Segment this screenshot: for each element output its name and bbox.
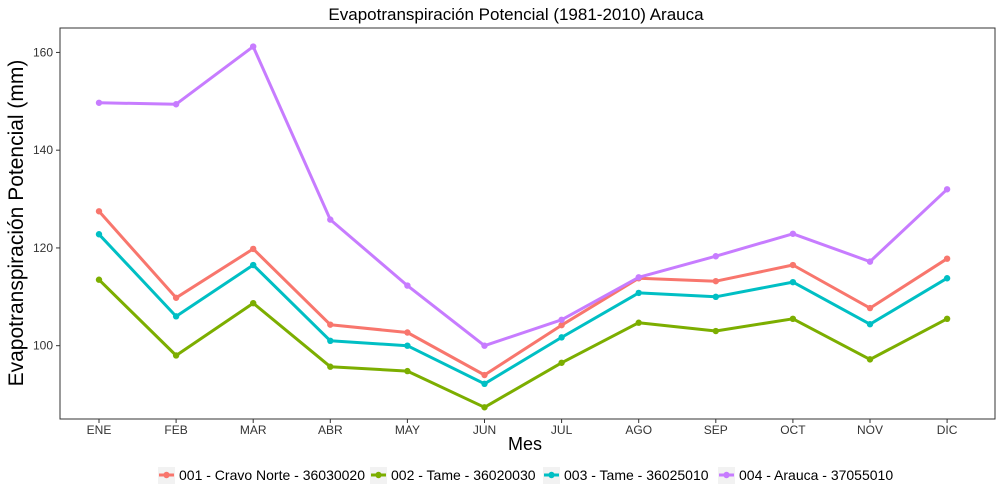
legend-label: 002 - Tame - 36020030 xyxy=(391,467,536,483)
x-tick-label: MAY xyxy=(395,423,420,437)
legend-key-point xyxy=(163,471,170,479)
x-tick-label: DIC xyxy=(937,423,958,437)
data-point xyxy=(404,367,411,375)
series-line xyxy=(97,278,949,409)
data-point xyxy=(789,261,797,269)
series-3 xyxy=(95,231,951,388)
x-axis: ENE FEB MAR ABR MAY JUN JUL AGO SEP OCT NOV DIC xyxy=(87,419,958,437)
data-point xyxy=(172,101,180,108)
x-tick-label: MAR xyxy=(240,423,267,437)
x-tick-label: ENE xyxy=(87,423,112,437)
x-tick-label: SEP xyxy=(704,423,728,437)
x-tick-label: AGO xyxy=(625,423,652,437)
series-2 xyxy=(95,276,951,411)
data-point xyxy=(404,282,411,289)
data-point xyxy=(481,380,488,388)
data-point xyxy=(866,258,874,265)
y-tick-label: 140 xyxy=(33,143,53,157)
series-layer xyxy=(95,43,951,411)
data-point xyxy=(95,208,103,215)
legend-key-point xyxy=(548,471,555,479)
y-tick-label: 160 xyxy=(33,45,53,59)
data-point xyxy=(250,261,257,269)
data-point xyxy=(327,363,334,370)
data-point xyxy=(481,342,488,349)
data-point xyxy=(172,313,180,320)
data-point xyxy=(789,315,797,323)
data-point xyxy=(95,99,103,106)
plot-panel xyxy=(59,27,996,420)
data-point xyxy=(943,186,951,193)
data-point xyxy=(172,352,180,359)
series-line xyxy=(97,209,949,377)
legend-key-point xyxy=(375,471,382,479)
legend-item: 002 - Tame - 36020030 xyxy=(370,467,536,484)
x-tick-label: OCT xyxy=(780,423,806,437)
legend-item: 001 - Cravo Norte - 36030020 xyxy=(158,467,365,484)
data-point xyxy=(943,315,951,323)
y-axis: 100 120 140 160 xyxy=(33,45,60,353)
data-point xyxy=(712,293,719,301)
x-tick-label: JUL xyxy=(551,423,573,437)
chart-title: Evapotranspiración Potencial (1981-2010)… xyxy=(328,5,704,24)
data-point xyxy=(712,327,719,335)
data-point xyxy=(866,356,874,363)
data-point xyxy=(95,231,103,238)
data-point xyxy=(481,371,488,379)
legend-label: 001 - Cravo Norte - 36030020 xyxy=(179,467,365,483)
x-tick-label: JUN xyxy=(473,423,496,437)
data-point xyxy=(558,359,565,366)
legend-label: 003 - Tame - 36025010 xyxy=(564,467,709,483)
data-point xyxy=(943,255,951,262)
data-point xyxy=(558,334,565,341)
data-point xyxy=(95,276,103,283)
data-point xyxy=(404,342,411,349)
y-tick-label: 100 xyxy=(33,339,53,353)
series-line xyxy=(97,232,949,386)
x-axis-title: Mes xyxy=(508,434,542,454)
data-point xyxy=(327,337,334,344)
data-point xyxy=(712,277,719,285)
data-point xyxy=(789,278,797,286)
data-point xyxy=(635,289,642,297)
data-point xyxy=(635,274,642,281)
legend: 001 - Cravo Norte - 36030020 002 - Tame -… xyxy=(158,467,893,484)
data-point xyxy=(327,216,334,223)
data-point xyxy=(866,304,874,312)
data-point xyxy=(943,275,951,282)
data-point xyxy=(558,316,565,323)
data-point xyxy=(481,404,488,411)
legend-item: 004 - Arauca - 37055010 xyxy=(718,467,893,484)
series-4 xyxy=(95,43,951,349)
x-tick-label: NOV xyxy=(857,423,883,437)
series-line xyxy=(97,45,949,348)
legend-item: 003 - Tame - 36025010 xyxy=(543,467,709,484)
data-point xyxy=(558,321,565,329)
data-point xyxy=(327,321,334,328)
x-tick-label: ABR xyxy=(318,423,343,437)
y-tick-label: 120 xyxy=(33,241,53,255)
legend-label: 004 - Arauca - 37055010 xyxy=(739,467,893,483)
data-point xyxy=(866,320,874,328)
data-point xyxy=(404,329,411,336)
data-point xyxy=(789,230,797,237)
data-point xyxy=(250,245,257,253)
data-point xyxy=(635,319,642,326)
y-axis-title: Evapotranspiración Potencial (mm) xyxy=(5,60,28,387)
data-point xyxy=(250,43,257,50)
data-point xyxy=(250,299,257,307)
x-tick-label: FEB xyxy=(164,423,187,437)
data-point xyxy=(712,253,719,260)
data-point xyxy=(172,294,180,301)
legend-key-point xyxy=(723,471,730,479)
